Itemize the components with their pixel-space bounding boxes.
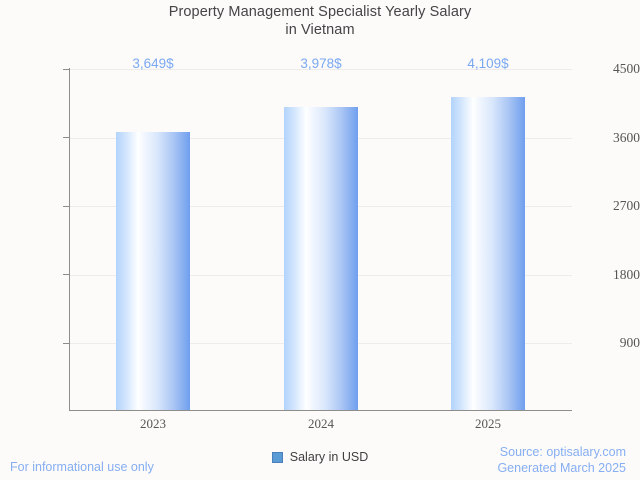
value-label-2023: 3,649$ xyxy=(132,56,174,71)
y-tick-label-4500: 4500 xyxy=(613,61,640,77)
y-tick-label-2700: 2700 xyxy=(613,198,640,214)
y-tick-label-3600: 3600 xyxy=(613,129,640,145)
y-tick-mark-900 xyxy=(63,342,70,344)
y-tick-mark-4500 xyxy=(63,68,70,70)
chart-title-line-1: Property Management Specialist Yearly Sa… xyxy=(168,4,472,20)
plot-area xyxy=(70,69,572,410)
x-tick-label-2023: 2023 xyxy=(140,416,166,431)
bar-2024[interactable] xyxy=(284,107,358,410)
y-axis-line xyxy=(69,68,71,411)
footer-attribution: Source: optisalary.com Generated March 2… xyxy=(497,445,626,476)
gridline-4500 xyxy=(70,69,572,70)
y-tick-label-1800: 1800 xyxy=(613,266,640,282)
legend-item-label: Salary in USD xyxy=(289,450,369,464)
chart-title-line-2: in Vietnam xyxy=(285,22,355,38)
x-axis-line xyxy=(69,409,572,411)
y-tick-mark-1800 xyxy=(63,274,70,276)
chart-title: Property Management Specialist Yearly Sa… xyxy=(0,3,640,39)
y-tick-label-900: 900 xyxy=(619,335,640,351)
x-tick-label-2025: 2025 xyxy=(475,416,501,431)
legend-swatch-icon xyxy=(271,451,283,463)
y-tick-mark-3600 xyxy=(63,137,70,139)
footer-source: Source: optisalary.com xyxy=(499,445,626,459)
x-tick-label-2024: 2024 xyxy=(308,416,334,431)
bar-2023[interactable] xyxy=(116,132,190,410)
y-tick-mark-2700 xyxy=(63,205,70,207)
value-label-2024: 3,978$ xyxy=(300,56,342,71)
footer-disclaimer: For informational use only xyxy=(10,460,154,474)
chart-legend: Salary in USD xyxy=(0,450,640,464)
footer-generated: Generated March 2025 xyxy=(497,460,626,475)
value-label-2025: 4,109$ xyxy=(467,56,509,71)
bar-2025[interactable] xyxy=(451,97,525,410)
